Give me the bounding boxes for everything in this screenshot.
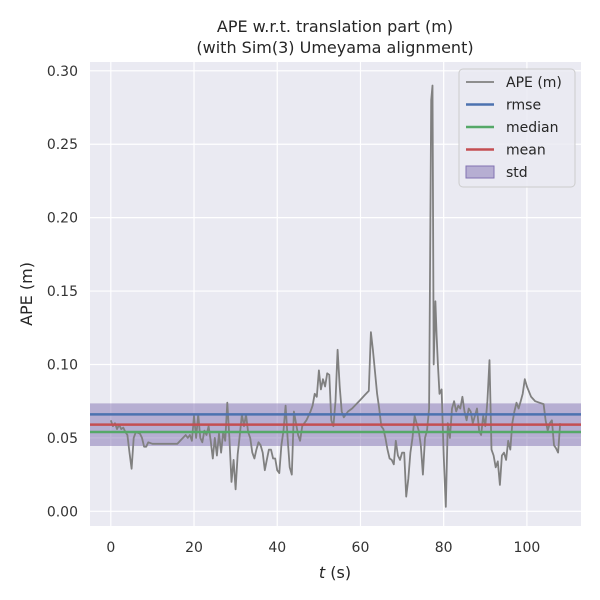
chart-title-line2: (with Sim(3) Umeyama alignment)	[196, 38, 473, 57]
y-tick-label: 0.10	[47, 357, 78, 373]
legend: APE (m) rmse median mean std	[458, 68, 576, 188]
y-axis-label: APE (m)	[17, 262, 36, 326]
legend-label-mean: mean	[506, 143, 546, 159]
tick-labels: 0 20 40 60 80 100 0.00 0.05 0.10 0.15 0.20 0.25 0.30	[47, 64, 540, 556]
stat-lines-group	[90, 413, 581, 434]
x-axis-label-unit: (s)	[325, 563, 351, 582]
x-tick-label: 20	[185, 540, 203, 556]
x-tick-label: 0	[106, 540, 115, 556]
legend-label-ape: APE (m)	[506, 75, 562, 91]
x-tick-label: 60	[352, 540, 370, 556]
legend-box	[458, 68, 576, 188]
x-tick-label: 100	[514, 540, 541, 556]
legend-label-std: std	[506, 165, 528, 181]
x-tick-label: 80	[435, 540, 453, 556]
legend-label-rmse: rmse	[506, 98, 541, 114]
y-tick-label: 0.30	[47, 64, 78, 80]
legend-label-median: median	[506, 120, 558, 136]
chart-title-line1: APE w.r.t. translation part (m)	[217, 17, 453, 36]
y-tick-label: 0.20	[47, 211, 78, 227]
series-group	[109, 84, 562, 508]
y-tick-label: 0.05	[47, 431, 78, 447]
y-tick-label: 0.25	[47, 137, 78, 153]
y-tick-label: 0.00	[47, 504, 78, 520]
y-tick-label: 0.15	[47, 284, 78, 300]
x-tick-label: 40	[268, 540, 286, 556]
legend-swatch-std	[465, 165, 495, 179]
x-axis-label: t (s)	[319, 563, 351, 582]
x-axis-label-var: t	[319, 563, 326, 582]
ape-series-line	[109, 84, 562, 508]
